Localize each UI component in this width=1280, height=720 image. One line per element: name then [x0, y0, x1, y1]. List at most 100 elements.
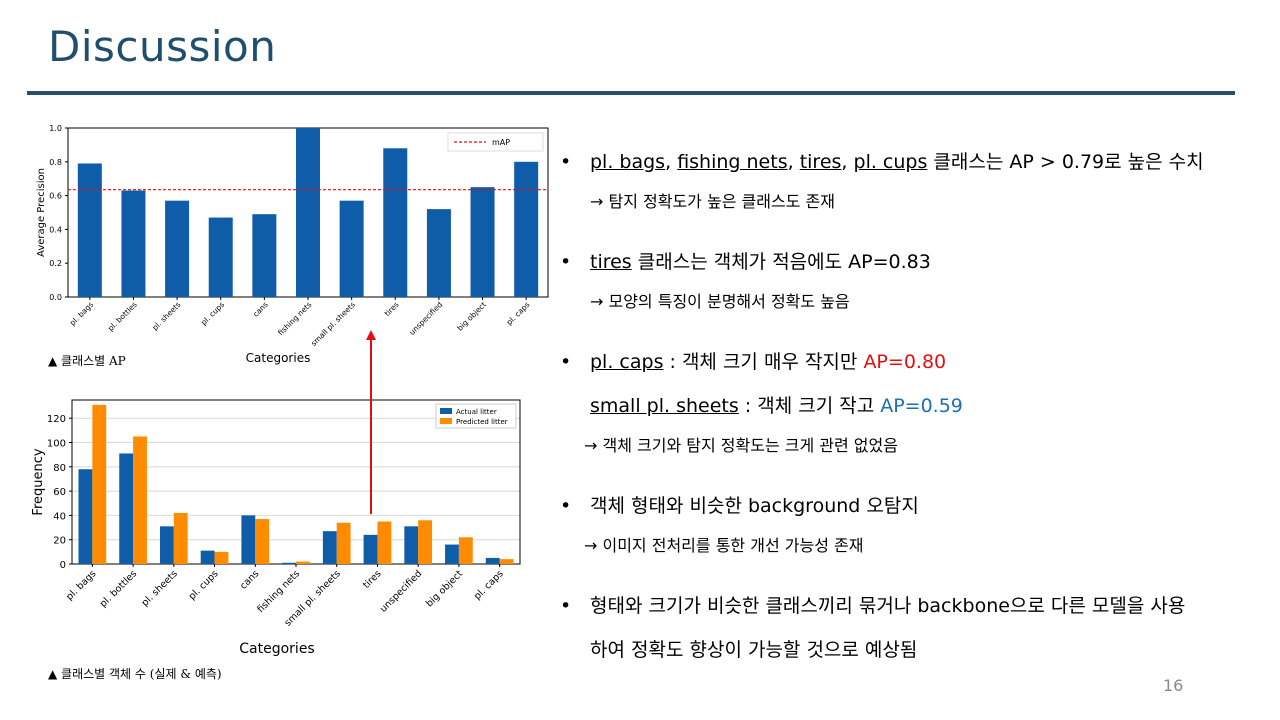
chart2-caption: ▲ 클래스별 객체 수 (실제 & 예측) — [48, 667, 222, 681]
actual-bar — [78, 469, 93, 564]
legend-actual-label: Actual litter — [456, 408, 497, 416]
y-axis-label: Frequency — [31, 448, 46, 515]
ap-bar — [121, 190, 146, 297]
x-tick-label: unspecified — [378, 568, 424, 614]
sep: , — [787, 151, 800, 173]
bullet-dot: • — [560, 495, 572, 517]
x-tick-label: unspecified — [407, 300, 444, 337]
predicted-bar — [92, 404, 107, 564]
bullet-2-text: 클래스는 객체가 적음에도 AP=0.83 — [631, 251, 931, 273]
slide-title: Discussion — [48, 22, 277, 71]
actual-bar — [445, 544, 459, 564]
bullet-3-text: : 객체 크기 매우 작지만 — [663, 351, 864, 373]
x-tick-label: pl. caps — [472, 568, 506, 602]
bullet-1-class-bags: pl. bags — [590, 151, 666, 173]
predicted-bar — [173, 512, 188, 564]
y-tick-label: 20 — [53, 536, 66, 547]
bullet-5: • 형태와 크기가 비슷한 클래스끼리 묶거나 backbone으로 다른 모델… — [560, 584, 1250, 628]
bullet-1-text: 클래스는 AP > 0.79로 높은 수치 — [927, 151, 1204, 173]
ap-bar — [383, 148, 408, 297]
sep: , — [665, 151, 678, 173]
y-axis-label: Average Precision — [36, 168, 47, 257]
discussion-bullets: • pl. bags, fishing nets, tires, pl. cup… — [560, 140, 1250, 672]
bullet-1-class-cups: pl. cups — [853, 151, 928, 173]
bullet-2-sub: → 모양의 특징이 분명해서 정확도 높음 — [590, 292, 850, 311]
x-tick-label: fishing nets — [276, 300, 313, 337]
predicted-bar — [296, 561, 310, 564]
bullet-4-sub: → 이미지 전처리를 통한 개선 가능성 존재 — [584, 536, 864, 555]
bullet-3-line2: small pl. sheets : 객체 크기 작고 AP=0.59 — [560, 384, 1250, 428]
bullet-5-text: 형태와 크기가 비슷한 클래스끼리 묶거나 backbone으로 다른 모델을 … — [590, 595, 1186, 617]
x-tick-label: pl. caps — [505, 300, 532, 327]
legend-map-label: mAP — [492, 138, 510, 147]
sep: , — [841, 151, 854, 173]
caps-ap-value: AP=0.80 — [863, 351, 947, 373]
y-tick-label: 120 — [47, 414, 66, 425]
x-tick-label: small pl. sheets — [309, 300, 357, 348]
ap-bar — [514, 161, 539, 297]
bullet-3-class-sheets: small pl. sheets — [590, 395, 739, 417]
x-tick-label: big object — [455, 300, 488, 333]
y-tick-label: 0 — [60, 560, 66, 571]
title-divider — [27, 91, 1235, 95]
legend-predicted-swatch — [440, 418, 452, 424]
page-number: 16 — [1163, 676, 1184, 695]
y-tick-label: 0.8 — [49, 158, 62, 167]
bullet-3-text2: : 객체 크기 작고 — [738, 395, 881, 417]
actual-bar — [200, 550, 215, 564]
ap-bar — [165, 200, 190, 297]
predicted-bar — [214, 551, 229, 564]
bullet-1-class-tires: tires — [799, 151, 842, 173]
y-tick-label: 100 — [47, 439, 66, 450]
x-tick-label: cans — [251, 300, 270, 319]
bullet-4: • 객체 형태와 비슷한 background 오탐지 — [560, 484, 1250, 528]
bullet-dot: • — [560, 351, 572, 373]
frequency-chart: 0 20 40 60 80 100 120 pl. bags pl. bottles pl. sh… — [31, 399, 521, 657]
predicted-bar — [377, 521, 392, 564]
y-tick-label: 0.2 — [49, 259, 62, 268]
x-tick-label: tires — [383, 300, 401, 318]
x-tick-label: tires — [361, 568, 384, 591]
y-tick-label: 80 — [53, 463, 66, 474]
predicted-bar — [418, 520, 433, 564]
legend-predicted-label: Predicted litter — [456, 418, 508, 426]
bullet-3-sub: → 객체 크기와 탐지 정확도는 크게 관련 없었음 — [584, 436, 898, 455]
y-tick-label: 60 — [53, 487, 66, 498]
sheets-ap-value: AP=0.59 — [880, 395, 963, 417]
x-tick-label: pl. bottles — [98, 568, 139, 609]
predicted-bar — [499, 559, 514, 564]
x-tick-label: pl. bags — [68, 300, 95, 327]
bullet-dot: • — [560, 595, 572, 617]
y-tick-label: 0.0 — [49, 293, 62, 302]
ap-bar — [77, 163, 102, 297]
chart1-caption: ▲ 클래스별 AP — [48, 354, 126, 368]
ap-bar — [426, 209, 451, 297]
x-tick-label: pl. bags — [64, 568, 98, 602]
x-tick-label: pl. bottles — [106, 300, 139, 333]
actual-bar — [159, 526, 174, 564]
predicted-bar — [458, 537, 473, 564]
y-tick-label: 40 — [53, 511, 66, 522]
y-tick-label: 1.0 — [49, 124, 62, 133]
actual-bar — [241, 515, 256, 564]
ap-bar — [208, 217, 233, 297]
bullet-dot: • — [560, 151, 572, 173]
legend-actual-swatch — [440, 408, 452, 414]
bullet-4-text: 객체 형태와 비슷한 background 오탐지 — [590, 495, 919, 517]
x-tick-label: pl. sheets — [150, 300, 182, 332]
bullet-1-sub: → 탐지 정확도가 높은 클래스도 존재 — [590, 192, 835, 211]
bullet-3: • pl. caps : 객체 크기 매우 작지만 AP=0.80 — [560, 340, 1250, 384]
x-tick-label: pl. cups — [187, 568, 221, 602]
bullet-2: • tires 클래스는 객체가 적음에도 AP=0.83 — [560, 240, 1250, 284]
ap-bar — [470, 187, 495, 297]
ap-bar — [339, 200, 364, 297]
y-tick-label: 0.6 — [49, 192, 62, 201]
actual-bar — [404, 526, 419, 564]
predicted-bar — [133, 436, 147, 564]
x-axis-label: Categories — [246, 351, 311, 365]
ap-chart: 0.0 0.2 0.4 0.6 0.8 1.0 pl. bags pl. bottles pl.… — [36, 124, 549, 365]
predicted-bar — [336, 522, 351, 564]
x-tick-label: pl. cups — [199, 300, 226, 327]
ap-bar — [252, 214, 277, 297]
x-tick-label: cans — [238, 568, 261, 591]
